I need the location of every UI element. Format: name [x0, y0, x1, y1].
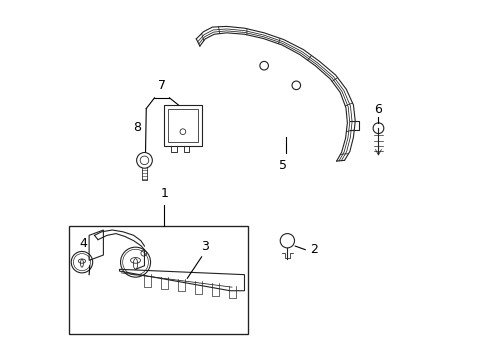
Bar — [164, 105, 201, 146]
Bar — [167, 109, 198, 143]
Text: 2: 2 — [310, 243, 318, 256]
Text: 7: 7 — [157, 80, 165, 93]
Text: 3: 3 — [201, 240, 209, 253]
Text: 1: 1 — [160, 186, 168, 200]
Text: 5: 5 — [279, 158, 286, 172]
Text: 4: 4 — [80, 237, 87, 249]
Bar — [69, 226, 247, 334]
Text: 6: 6 — [374, 103, 382, 116]
Text: 8: 8 — [133, 121, 142, 134]
